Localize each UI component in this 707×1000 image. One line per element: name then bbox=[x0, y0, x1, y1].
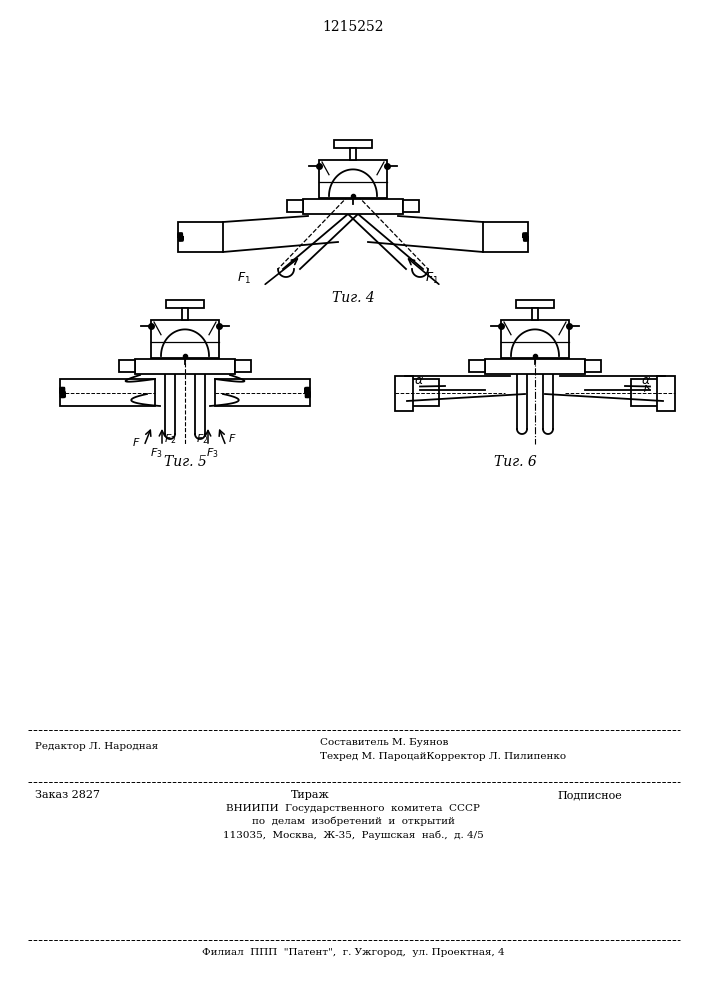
Text: Τиг. 6: Τиг. 6 bbox=[493, 455, 537, 469]
Text: по  делам  изобретений  и  открытий: по делам изобретений и открытий bbox=[252, 817, 455, 826]
Text: α: α bbox=[415, 374, 423, 387]
Bar bbox=[350, 148, 356, 160]
Bar bbox=[631, 379, 663, 406]
Bar bbox=[151, 320, 219, 358]
Text: Заказ 2827: Заказ 2827 bbox=[35, 790, 100, 800]
Text: Техред М. ПароцайКорректор Л. Пилипенко: Техред М. ПароцайКорректор Л. Пилипенко bbox=[320, 752, 566, 761]
Bar bbox=[516, 300, 554, 308]
Text: Редактор Л. Народная: Редактор Л. Народная bbox=[35, 742, 158, 751]
Bar bbox=[407, 379, 439, 406]
Bar bbox=[166, 300, 204, 308]
Text: 113035,  Москва,  Ж-35,  Раушская  наб.,  д. 4/5: 113035, Москва, Ж-35, Раушская наб., д. … bbox=[223, 830, 484, 840]
Text: $F_1$: $F_1$ bbox=[425, 271, 439, 286]
Bar bbox=[303, 199, 403, 214]
Text: $F_3$: $F_3$ bbox=[206, 446, 218, 460]
Bar bbox=[485, 359, 585, 374]
Text: Τиг. 4: Τиг. 4 bbox=[332, 291, 375, 305]
Text: $F_2$: $F_2$ bbox=[196, 432, 209, 446]
Bar bbox=[60, 379, 155, 406]
Bar bbox=[319, 160, 387, 198]
Bar bbox=[119, 360, 135, 372]
Text: Τиг. 5: Τиг. 5 bbox=[163, 455, 206, 469]
Text: $F$: $F$ bbox=[228, 432, 237, 444]
Bar bbox=[287, 200, 303, 212]
Text: $F$: $F$ bbox=[132, 436, 141, 448]
Bar bbox=[135, 359, 235, 374]
Bar bbox=[395, 376, 413, 411]
Bar bbox=[469, 360, 485, 372]
Text: Филиал  ППП  "Патент",  г. Ужгород,  ул. Проектная, 4: Филиал ППП "Патент", г. Ужгород, ул. Про… bbox=[201, 948, 504, 957]
Bar bbox=[182, 308, 188, 320]
Bar bbox=[657, 376, 675, 411]
Text: $F_2$: $F_2$ bbox=[164, 432, 177, 446]
Bar bbox=[483, 222, 528, 252]
Bar bbox=[501, 320, 569, 358]
Bar bbox=[585, 360, 601, 372]
Bar bbox=[532, 308, 538, 320]
Bar bbox=[178, 222, 223, 252]
Text: $F_3$: $F_3$ bbox=[150, 446, 163, 460]
Text: ВНИИПИ  Государственного  комитета  СССР: ВНИИПИ Государственного комитета СССР bbox=[226, 804, 480, 813]
Text: Составитель М. Буянов: Составитель М. Буянов bbox=[320, 738, 448, 747]
Text: $F_1$: $F_1$ bbox=[237, 271, 251, 286]
Bar bbox=[235, 360, 251, 372]
Bar bbox=[403, 200, 419, 212]
Text: 1215252: 1215252 bbox=[322, 20, 384, 34]
Bar bbox=[215, 379, 310, 406]
Text: α: α bbox=[642, 374, 650, 387]
Bar bbox=[334, 140, 372, 148]
Text: Тираж: Тираж bbox=[291, 790, 329, 800]
Text: Подписное: Подписное bbox=[558, 790, 622, 800]
